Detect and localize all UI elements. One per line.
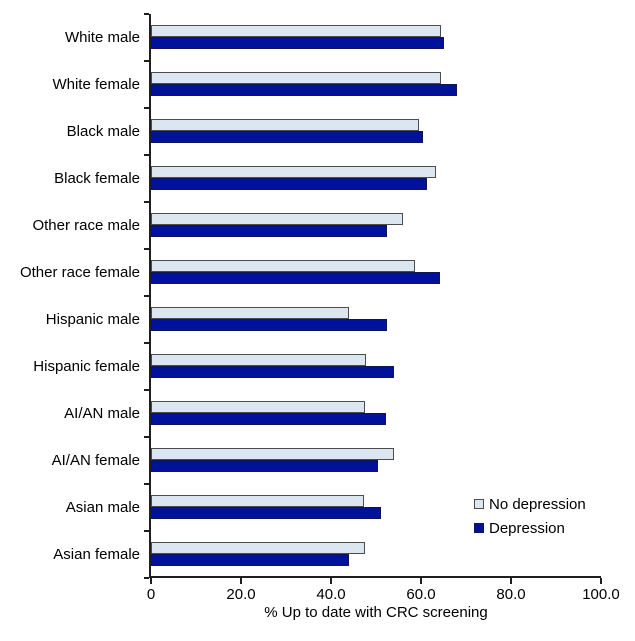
x-tick-label: 40.0: [316, 586, 346, 603]
x-tick-label: 80.0: [496, 586, 526, 603]
y-tick: [144, 154, 149, 156]
bar-no-depression-white-female: [151, 72, 441, 84]
y-tick: [144, 577, 149, 579]
bar-depression-hispanic-female: [151, 366, 394, 378]
category-label-other-race-female: Other race female: [19, 263, 140, 281]
bar-depression-white-male: [151, 37, 444, 49]
bar-depression-asian-female: [151, 554, 349, 566]
bar-no-depression-white-male: [151, 25, 441, 37]
category-label-black-female: Black female: [54, 169, 140, 187]
y-tick: [144, 483, 149, 485]
y-tick: [144, 248, 149, 250]
x-tick: [420, 578, 422, 584]
category-label-hispanic-female: Hispanic female: [33, 357, 140, 375]
y-tick: [144, 389, 149, 391]
category-label-ai-an-female: AI/AN female: [51, 451, 140, 469]
bar-depression-hispanic-male: [151, 319, 387, 331]
x-tick: [240, 578, 242, 584]
category-label-asian-male: Asian male: [65, 498, 140, 516]
bar-depression-black-male: [151, 131, 423, 143]
bar-no-depression-asian-female: [151, 542, 365, 554]
x-tick: [600, 578, 602, 584]
bar-no-depression-black-male: [151, 119, 419, 131]
legend-label-no-depression: No depression: [489, 495, 586, 513]
x-axis-line: [149, 576, 601, 578]
category-label-hispanic-male: Hispanic male: [45, 310, 140, 328]
y-tick: [144, 13, 149, 15]
x-tick-label: 100.0: [582, 586, 620, 603]
bar-depression-ai-an-female: [151, 460, 378, 472]
x-tick: [150, 578, 152, 584]
bar-no-depression-ai-an-female: [151, 448, 394, 460]
legend: No depression Depression: [474, 492, 586, 540]
category-label-ai-an-male: AI/AN male: [64, 404, 140, 422]
bar-no-depression-other-race-male: [151, 213, 403, 225]
bar-no-depression-hispanic-male: [151, 307, 349, 319]
bar-depression-white-female: [151, 84, 457, 96]
depression-swatch-icon: [474, 523, 484, 533]
y-tick: [144, 201, 149, 203]
y-axis-line: [149, 14, 151, 578]
y-tick: [144, 107, 149, 109]
bar-no-depression-asian-male: [151, 495, 364, 507]
y-tick: [144, 530, 149, 532]
bar-depression-asian-male: [151, 507, 381, 519]
bar-no-depression-black-female: [151, 166, 436, 178]
bar-depression-other-race-male: [151, 225, 387, 237]
category-label-black-male: Black male: [66, 122, 140, 140]
category-label-asian-female: Asian female: [53, 545, 140, 563]
y-tick: [144, 60, 149, 62]
bar-depression-ai-an-male: [151, 413, 386, 425]
legend-label-depression: Depression: [489, 519, 565, 537]
category-label-white-female: White female: [52, 75, 140, 93]
x-tick-label: 0: [146, 586, 156, 603]
bar-depression-black-female: [151, 178, 427, 190]
x-tick: [330, 578, 332, 584]
y-tick: [144, 436, 149, 438]
category-label-other-race-male: Other race male: [32, 216, 140, 234]
bar-no-depression-ai-an-male: [151, 401, 365, 413]
x-tick: [510, 578, 512, 584]
x-tick-label: 20.0: [226, 586, 256, 603]
bar-no-depression-other-race-female: [151, 260, 415, 272]
x-axis-title: % Up to date with CRC screening: [264, 604, 488, 621]
legend-item-depression: Depression: [474, 516, 586, 540]
y-tick: [144, 295, 149, 297]
no-depression-swatch-icon: [474, 499, 484, 509]
bar-no-depression-hispanic-female: [151, 354, 366, 366]
x-tick-label: 60.0: [406, 586, 436, 603]
legend-item-no-depression: No depression: [474, 492, 586, 516]
bar-depression-other-race-female: [151, 272, 440, 284]
y-tick: [144, 342, 149, 344]
category-label-white-male: White male: [64, 28, 140, 46]
